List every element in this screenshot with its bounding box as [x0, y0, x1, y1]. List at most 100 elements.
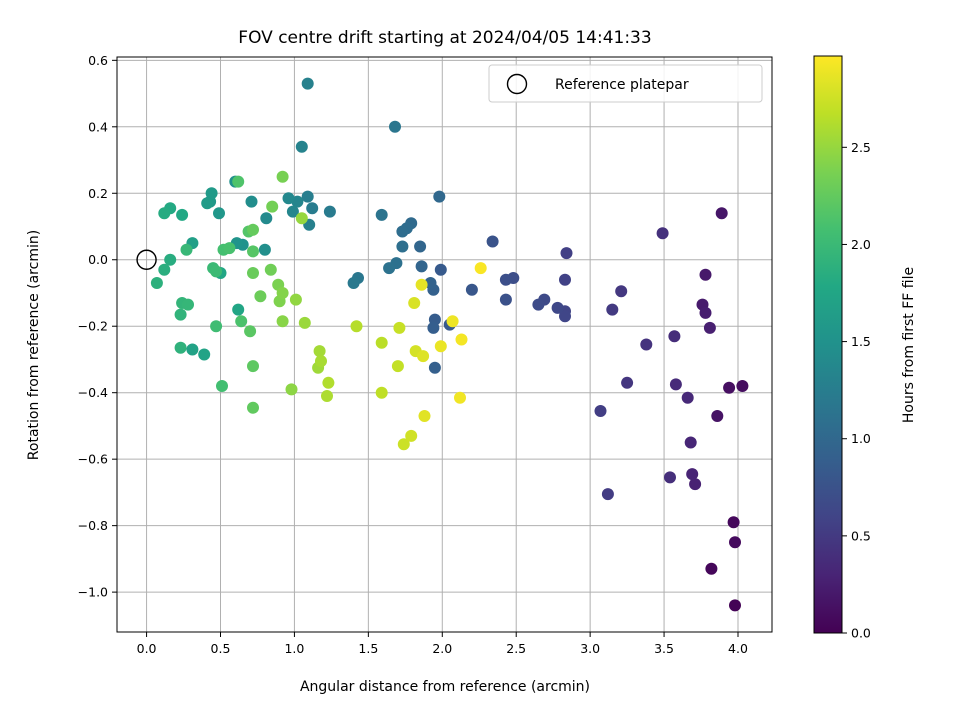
data-point	[276, 287, 289, 299]
data-point	[455, 333, 468, 346]
colorbar-gradient	[814, 56, 842, 633]
data-point	[301, 77, 314, 90]
data-point	[285, 383, 298, 396]
data-point	[347, 277, 360, 289]
legend-reference-marker	[506, 73, 528, 95]
data-point	[210, 320, 223, 333]
colorbar-tick-label: 1.0	[851, 431, 871, 446]
data-point	[559, 310, 571, 323]
y-axis-label: Rotation from reference (arcmin)	[26, 230, 42, 460]
data-point	[424, 277, 437, 289]
data-point	[180, 243, 193, 256]
colorbar-ticks: 0.0 0.5 1.0 1.5 2.0 2.5	[842, 140, 871, 641]
y-tick-label: −0.2	[78, 319, 108, 334]
data-point	[396, 240, 409, 253]
data-point	[723, 381, 736, 394]
data-point	[260, 212, 273, 225]
data-point	[433, 190, 446, 203]
x-tick-label: 3.0	[580, 641, 600, 656]
data-point	[711, 410, 724, 422]
data-point	[446, 315, 459, 328]
data-point	[640, 338, 653, 351]
data-point	[295, 212, 308, 225]
data-point	[434, 340, 447, 353]
data-point	[216, 380, 228, 392]
data-point	[727, 516, 740, 529]
data-point	[415, 260, 428, 273]
data-point	[408, 297, 421, 309]
data-point	[244, 325, 257, 338]
data-point	[247, 267, 259, 279]
x-tick-label: 2.5	[506, 641, 526, 656]
data-point	[264, 263, 277, 276]
y-tick-label: 0.0	[88, 252, 108, 267]
data-point	[393, 321, 406, 334]
data-point	[276, 315, 289, 328]
data-point	[198, 348, 211, 361]
data-point	[210, 265, 223, 278]
data-point	[205, 187, 218, 200]
data-point	[201, 197, 214, 210]
data-point	[474, 262, 487, 275]
data-point	[559, 273, 571, 286]
data-point	[164, 253, 177, 266]
data-point	[715, 207, 728, 220]
chart-title: FOV centre drift starting at 2024/04/05 …	[238, 28, 651, 48]
colorbar-frame	[813, 55, 843, 634]
data-point	[417, 350, 430, 363]
data-point	[150, 277, 163, 289]
data-point	[298, 316, 311, 329]
colorbar-tick-label: 1.5	[851, 334, 871, 349]
data-point	[313, 345, 326, 358]
x-axis-ticks: 0.0 0.5 1.0 1.5 2.0 2.5 3.0 3.5 4.0	[137, 632, 748, 656]
data-point	[158, 263, 171, 276]
data-point	[428, 361, 441, 374]
data-point	[418, 410, 431, 422]
data-point	[247, 360, 259, 373]
data-points	[150, 77, 749, 612]
data-point	[736, 380, 749, 392]
data-point	[213, 207, 225, 220]
data-point	[397, 438, 410, 451]
data-point	[689, 478, 702, 491]
data-point	[699, 268, 712, 281]
data-point	[266, 200, 279, 213]
x-tick-label: 1.0	[284, 641, 304, 656]
data-point	[681, 391, 694, 404]
data-point	[454, 391, 466, 404]
data-point	[414, 240, 427, 253]
y-tick-label: 0.6	[88, 53, 108, 68]
data-point	[606, 303, 619, 316]
data-point	[434, 263, 447, 276]
data-point	[235, 315, 248, 328]
colorbar-label: Hours from first FF file	[901, 267, 917, 423]
data-point	[664, 471, 676, 484]
data-point	[176, 208, 189, 221]
data-point	[375, 386, 388, 399]
data-point	[315, 355, 327, 368]
y-axis-ticks: 0.6 0.4 0.2 0.0 −0.2 −0.4 −0.6 −0.8 −1.0	[78, 53, 117, 600]
data-point	[322, 376, 335, 389]
data-point	[158, 207, 171, 220]
x-tick-label: 0.0	[137, 641, 157, 656]
data-point	[405, 429, 418, 442]
data-point	[174, 308, 187, 321]
data-point	[396, 225, 409, 238]
data-point	[684, 436, 697, 449]
colorbar-tick-label: 0.5	[851, 528, 871, 543]
data-point	[247, 223, 259, 236]
data-point	[729, 599, 741, 612]
x-tick-label: 4.0	[728, 641, 748, 656]
data-point	[182, 298, 194, 311]
data-point	[601, 488, 614, 501]
data-point	[669, 378, 682, 391]
y-tick-label: −0.6	[78, 452, 108, 467]
data-point	[247, 245, 259, 258]
data-point	[532, 298, 545, 311]
data-point	[389, 120, 401, 133]
data-point	[245, 195, 258, 208]
data-point	[186, 343, 199, 356]
data-point	[499, 293, 512, 306]
x-tick-label: 1.5	[358, 641, 378, 656]
